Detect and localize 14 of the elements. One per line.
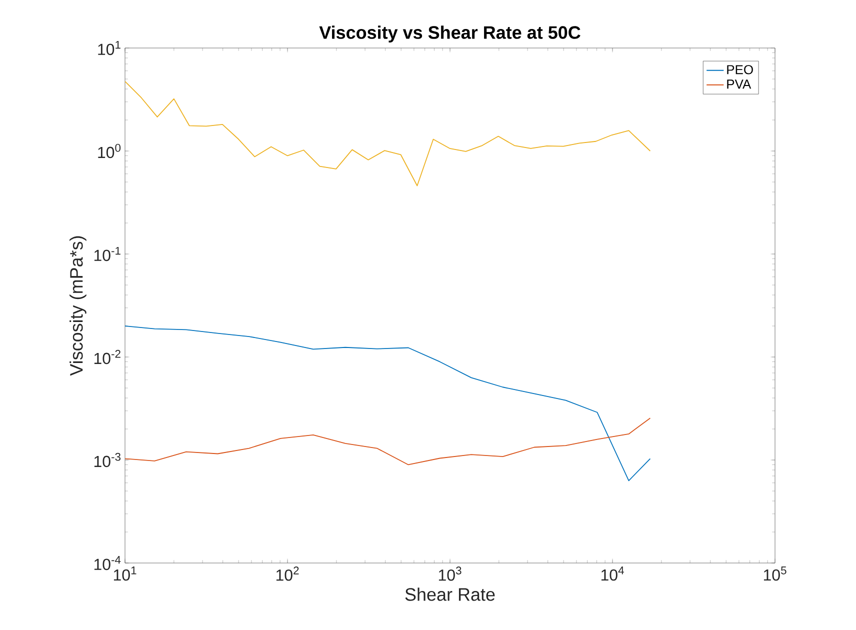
y-tick-label: 10$^{0}$ <box>98 144 121 158</box>
y-tick-label: 10$^{1}$ <box>98 40 120 56</box>
y-tick-label: 10$^{-1}$ <box>94 246 120 262</box>
y-tick-label: 10$^{-2}$ <box>94 350 120 364</box>
legend-label: PEO <box>727 65 753 74</box>
x-tick-label: 10$^{4}$ <box>601 566 624 581</box>
x-axis-title: Shear Rate <box>405 588 495 601</box>
x-tick-label: 10$^{3}$ <box>438 566 462 581</box>
y-tick-label: 10$^{-3}$ <box>94 452 120 468</box>
chart-title: Viscosity vs Shear Rate at 50C <box>319 26 580 42</box>
legend-label: PVA <box>727 80 752 89</box>
x-tick-label: 10$^{5}$ <box>764 566 786 581</box>
y-axis-title: Viscosity (mPa*s) <box>70 236 86 376</box>
x-tick-label: 10$^{2}$ <box>276 566 299 581</box>
